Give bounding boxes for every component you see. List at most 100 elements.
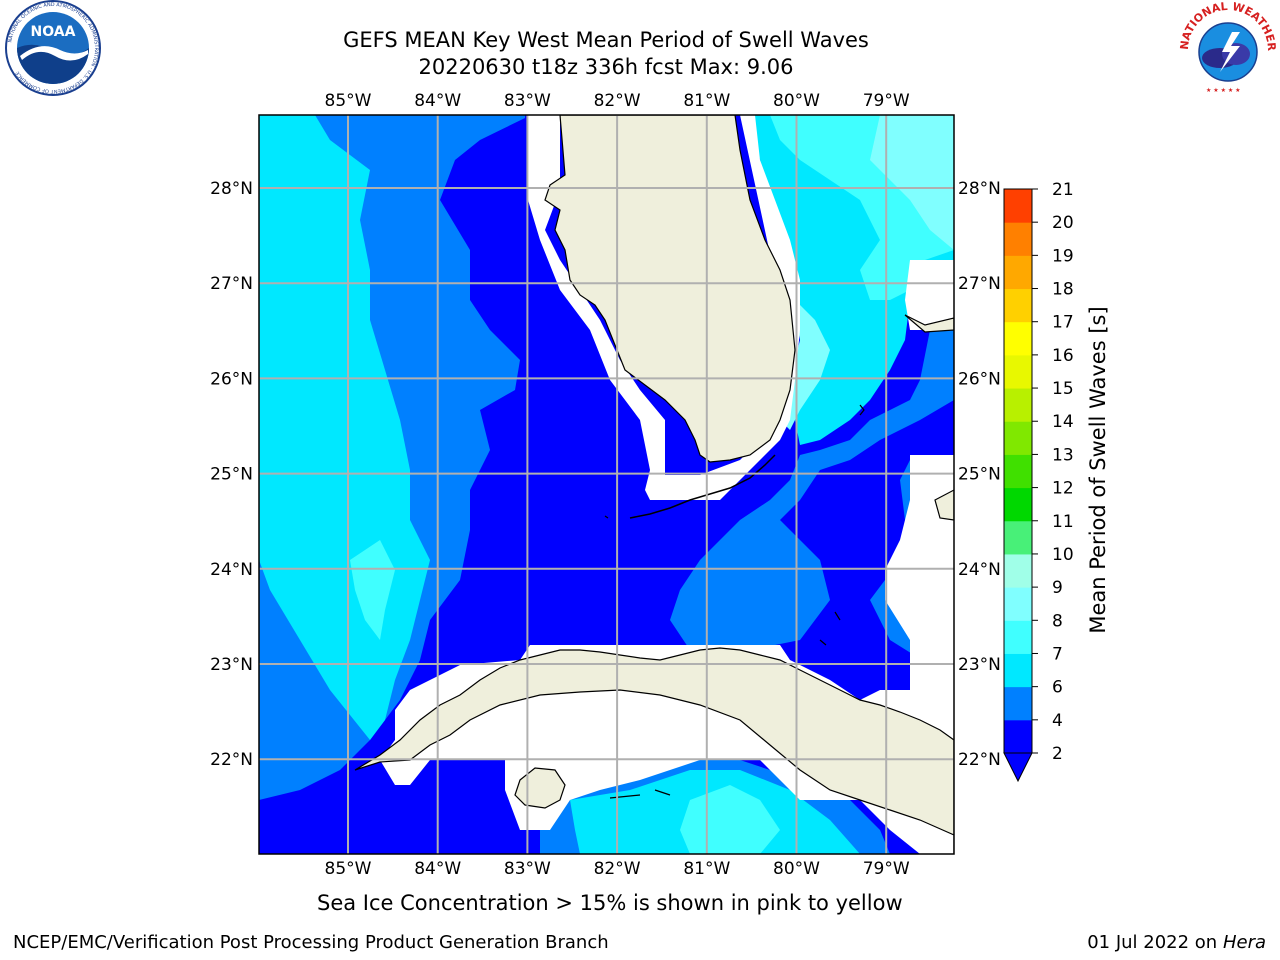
lat-tick-label: 26°N	[210, 369, 253, 389]
colorbar-tick-label: 14	[1052, 412, 1074, 432]
colorbar-segment	[1004, 354, 1032, 389]
colorbar-segment	[1004, 553, 1032, 588]
colorbar-tick-label: 7	[1052, 644, 1063, 664]
lat-labels-right: 28°N 27°N 26°N 25°N 24°N 23°N 22°N	[958, 179, 1001, 770]
colorbar-segment	[1004, 520, 1032, 555]
lat-tick-label: 22°N	[958, 750, 1001, 770]
footer-date: 01 Jul 2022 on Hera	[1087, 932, 1266, 953]
land-andros	[934, 489, 954, 521]
sea-ice-note: Sea Ice Concentration > 15% is shown in …	[317, 891, 903, 915]
footer-host: Hera	[1222, 932, 1266, 953]
colorbar-segment	[1004, 620, 1032, 654]
colorbar-label: Mean Period of Swell Waves [s]	[1086, 306, 1110, 633]
colorbar-tick-label: 2	[1052, 744, 1063, 764]
plot-title-line1: GEFS MEAN Key West Mean Period of Swell …	[343, 28, 869, 52]
lon-tick-label: 84°W	[414, 859, 461, 879]
swell-band-7-8-west	[350, 540, 395, 640]
colorbar-segment	[1004, 653, 1032, 688]
colorbar-tick-label: 15	[1052, 379, 1074, 399]
swell-band-4-6-east	[670, 115, 954, 680]
colorbar-segment	[1004, 487, 1032, 522]
plot-title-line2: 20220630 t18z 336h fcst Max: 9.06	[418, 55, 794, 79]
colorbar-tick-label: 8	[1052, 611, 1063, 631]
footer-date-text: 01 Jul 2022 on	[1087, 932, 1223, 953]
colorbar-segment	[1004, 421, 1032, 455]
nws-logo: NATIONAL WEATHER SERVICE ★ ★ ★ ★ ★	[1176, 0, 1278, 96]
colorbar-segment	[1004, 719, 1032, 754]
lat-tick-label: 24°N	[210, 560, 253, 580]
land-bahamas	[904, 314, 954, 333]
lat-tick-label: 26°N	[958, 369, 1001, 389]
swell-band-8-9-east	[870, 115, 954, 250]
lon-tick-label: 81°W	[683, 859, 730, 879]
colorbar-tick-label: 17	[1052, 313, 1074, 333]
lat-tick-label: 23°N	[210, 655, 253, 675]
lat-tick-label: 23°N	[958, 655, 1001, 675]
lon-tick-label: 82°W	[594, 91, 641, 111]
colorbar-segment	[1004, 454, 1032, 489]
colorbar-tick-label: 11	[1052, 512, 1074, 532]
mask-bahamas-east	[885, 455, 954, 570]
lon-tick-label: 84°W	[414, 91, 461, 111]
colorbar-segment	[1004, 255, 1032, 290]
colorbar-tick-label: 4	[1052, 711, 1063, 731]
lon-tick-label: 81°W	[683, 91, 730, 111]
colorbar-tick-label: 13	[1052, 445, 1074, 465]
colorbar-tick-label: 21	[1052, 180, 1074, 200]
colorbar-segment	[1004, 222, 1032, 256]
lon-tick-label: 83°W	[504, 859, 551, 879]
lat-tick-label: 25°N	[958, 465, 1001, 485]
lon-tick-label: 83°W	[504, 91, 551, 111]
footer-left: NCEP/EMC/Verification Post Processing Pr…	[13, 932, 609, 953]
colorbar-tick-label: 6	[1052, 678, 1063, 698]
map-frame	[258, 114, 955, 855]
colorbar-tick-label: 16	[1052, 346, 1074, 366]
colorbar-tick-label: 12	[1052, 479, 1074, 499]
mask-florida-east	[700, 115, 800, 500]
colorbar-tick-label: 19	[1052, 246, 1074, 266]
colorbar-tick-label: 10	[1052, 545, 1074, 565]
lat-tick-label: 24°N	[958, 560, 1001, 580]
swell-band-7-8-south	[680, 785, 780, 854]
lat-tick-label: 25°N	[210, 465, 253, 485]
colorbar-frame	[1003, 188, 1033, 754]
lon-tick-label: 80°W	[773, 91, 820, 111]
lon-tick-label: 82°W	[594, 859, 641, 879]
lat-tick-label: 27°N	[958, 274, 1001, 294]
lat-tick-label: 22°N	[210, 750, 253, 770]
gridlines	[259, 115, 954, 854]
colorbar-segment	[1004, 321, 1032, 356]
colorbar-extend-min	[1003, 752, 1033, 783]
mask-bahamas-north	[905, 260, 954, 330]
lon-labels-top: 85°W 84°W 83°W 82°W 81°W 80°W 79°W	[325, 91, 910, 111]
land-florida	[544, 115, 796, 463]
svg-text:NOAA: NOAA	[31, 24, 76, 40]
svg-text:★ ★ ★ ★ ★: ★ ★ ★ ★ ★	[1206, 87, 1241, 94]
lon-tick-label: 80°W	[773, 859, 820, 879]
lon-tick-label: 79°W	[863, 91, 910, 111]
colorbar-segment	[1004, 189, 1032, 223]
lon-tick-label: 85°W	[325, 91, 372, 111]
colorbar-tick-label: 18	[1052, 280, 1074, 300]
reef-marks	[604, 404, 865, 799]
mask-bahamas-south	[885, 570, 954, 690]
florida-keys	[629, 454, 776, 519]
lat-tick-label: 28°N	[210, 179, 253, 199]
lat-tick-label: 28°N	[958, 179, 1001, 199]
colorbar-segment	[1004, 388, 1032, 422]
land-cuba	[354, 647, 954, 854]
lon-tick-label: 79°W	[863, 859, 910, 879]
colorbar-tick-label: 9	[1052, 578, 1063, 598]
colorbar-segment	[1004, 288, 1032, 323]
mask-florida-west	[528, 115, 700, 500]
lon-labels-bottom: 85°W 84°W 83°W 82°W 81°W 80°W 79°W	[325, 859, 910, 879]
colorbar-segment	[1004, 587, 1032, 621]
lon-tick-label: 85°W	[325, 859, 372, 879]
colorbar-segment	[1004, 686, 1032, 721]
lat-tick-label: 27°N	[210, 274, 253, 294]
colorbar: 2 4 6 7 8 9 10 11 12 13 14 15 16 17 18 19 20 21	[1003, 180, 1074, 783]
lat-labels-left: 28°N 27°N 26°N 25°N 24°N 23°N 22°N	[210, 179, 253, 770]
colorbar-tick-label: 20	[1052, 213, 1074, 233]
noaa-logo: NOAA NATIONAL OCEANIC AND ATMOSPHERIC AD…	[5, 0, 101, 96]
